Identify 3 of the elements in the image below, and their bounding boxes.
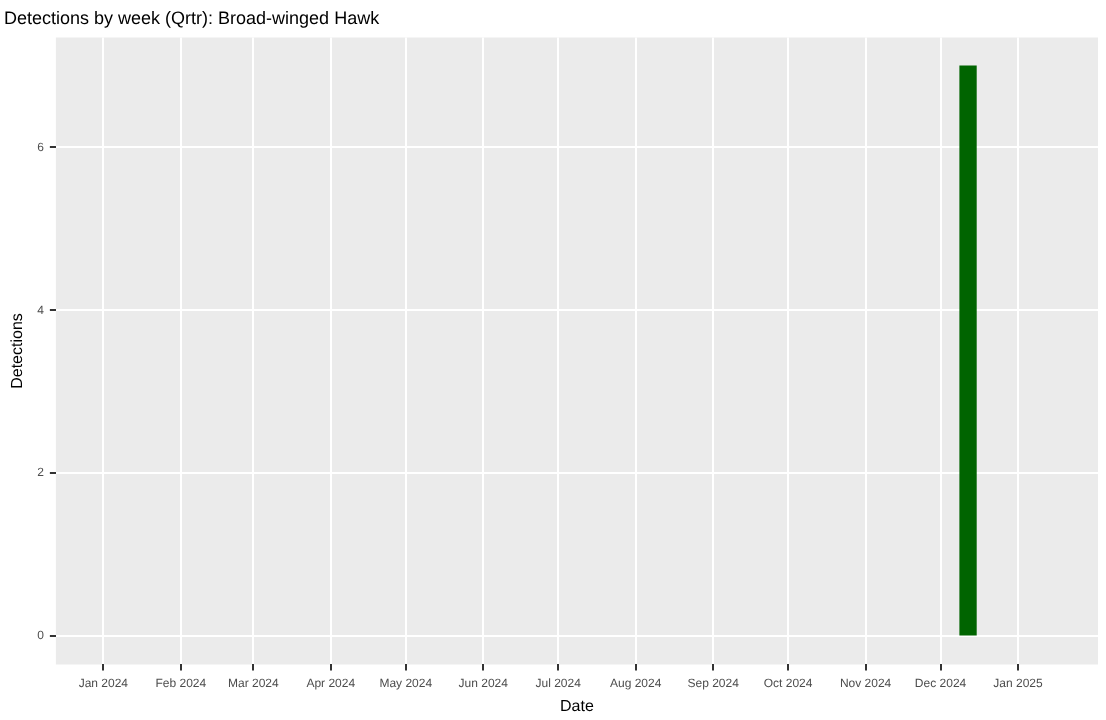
chart-title: Detections by week (Qrtr): Broad-winged Hawk <box>4 7 381 28</box>
y-axis-title: Detections <box>8 313 27 389</box>
x-axis-title: Date <box>560 696 595 715</box>
